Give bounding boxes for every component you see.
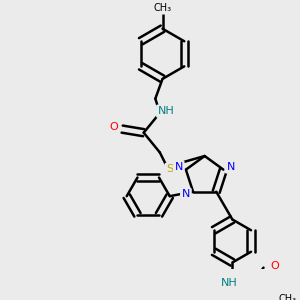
Text: O: O bbox=[270, 261, 279, 271]
Text: CH₃: CH₃ bbox=[153, 3, 172, 13]
Text: NH: NH bbox=[158, 106, 175, 116]
Text: S: S bbox=[166, 164, 173, 175]
Text: O: O bbox=[110, 122, 118, 132]
Text: CH₃: CH₃ bbox=[279, 294, 297, 300]
Text: N: N bbox=[175, 162, 183, 172]
Text: NH: NH bbox=[220, 278, 237, 288]
Text: N: N bbox=[226, 162, 235, 172]
Text: N: N bbox=[182, 189, 190, 200]
